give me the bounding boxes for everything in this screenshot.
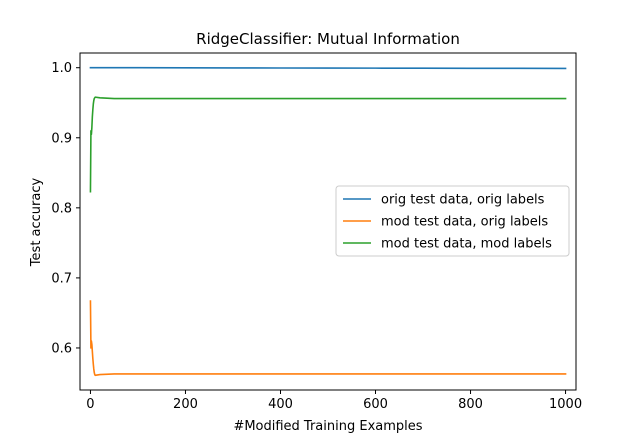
x-tick-label: 1000 (549, 397, 582, 412)
x-tick-label: 600 (363, 397, 388, 412)
x-tick-label: 0 (86, 397, 94, 412)
x-axis-label: #Modified Training Examples (233, 419, 422, 434)
y-axis-label: Test accuracy (29, 178, 44, 268)
series-layer (89, 66, 567, 377)
series-line-2 (89, 300, 567, 377)
y-axis-ticks: 0.6 0.7 0.8 0.9 1.0 (51, 61, 80, 356)
y-tick-label: 1.0 (51, 61, 72, 76)
legend-label: mod test data, mod labels (381, 237, 552, 252)
x-tick-label: 200 (173, 397, 198, 412)
legend-box (335, 185, 570, 257)
legend-items: orig test data, orig labels mod test data… (343, 193, 552, 252)
x-axis-ticks: 0 200 400 600 800 1000 (86, 390, 582, 412)
y-tick-label: 0.8 (51, 201, 72, 216)
x-tick-label: 800 (458, 397, 483, 412)
y-tick-label: 0.7 (51, 271, 72, 286)
legend-label: orig test data, orig labels (381, 193, 545, 208)
axes-frame (79, 52, 577, 391)
x-tick-label: 400 (268, 397, 293, 412)
y-tick-label: 0.6 (51, 341, 72, 356)
series-line-1 (89, 66, 567, 70)
y-tick-label: 0.9 (51, 131, 72, 146)
legend: orig test data, orig labels mod test data… (335, 185, 570, 257)
series-line-3 (89, 96, 567, 193)
chart-title: RidgeClassifier: Mutual Information (196, 30, 460, 48)
legend-label: mod test data, orig labels (381, 215, 548, 230)
